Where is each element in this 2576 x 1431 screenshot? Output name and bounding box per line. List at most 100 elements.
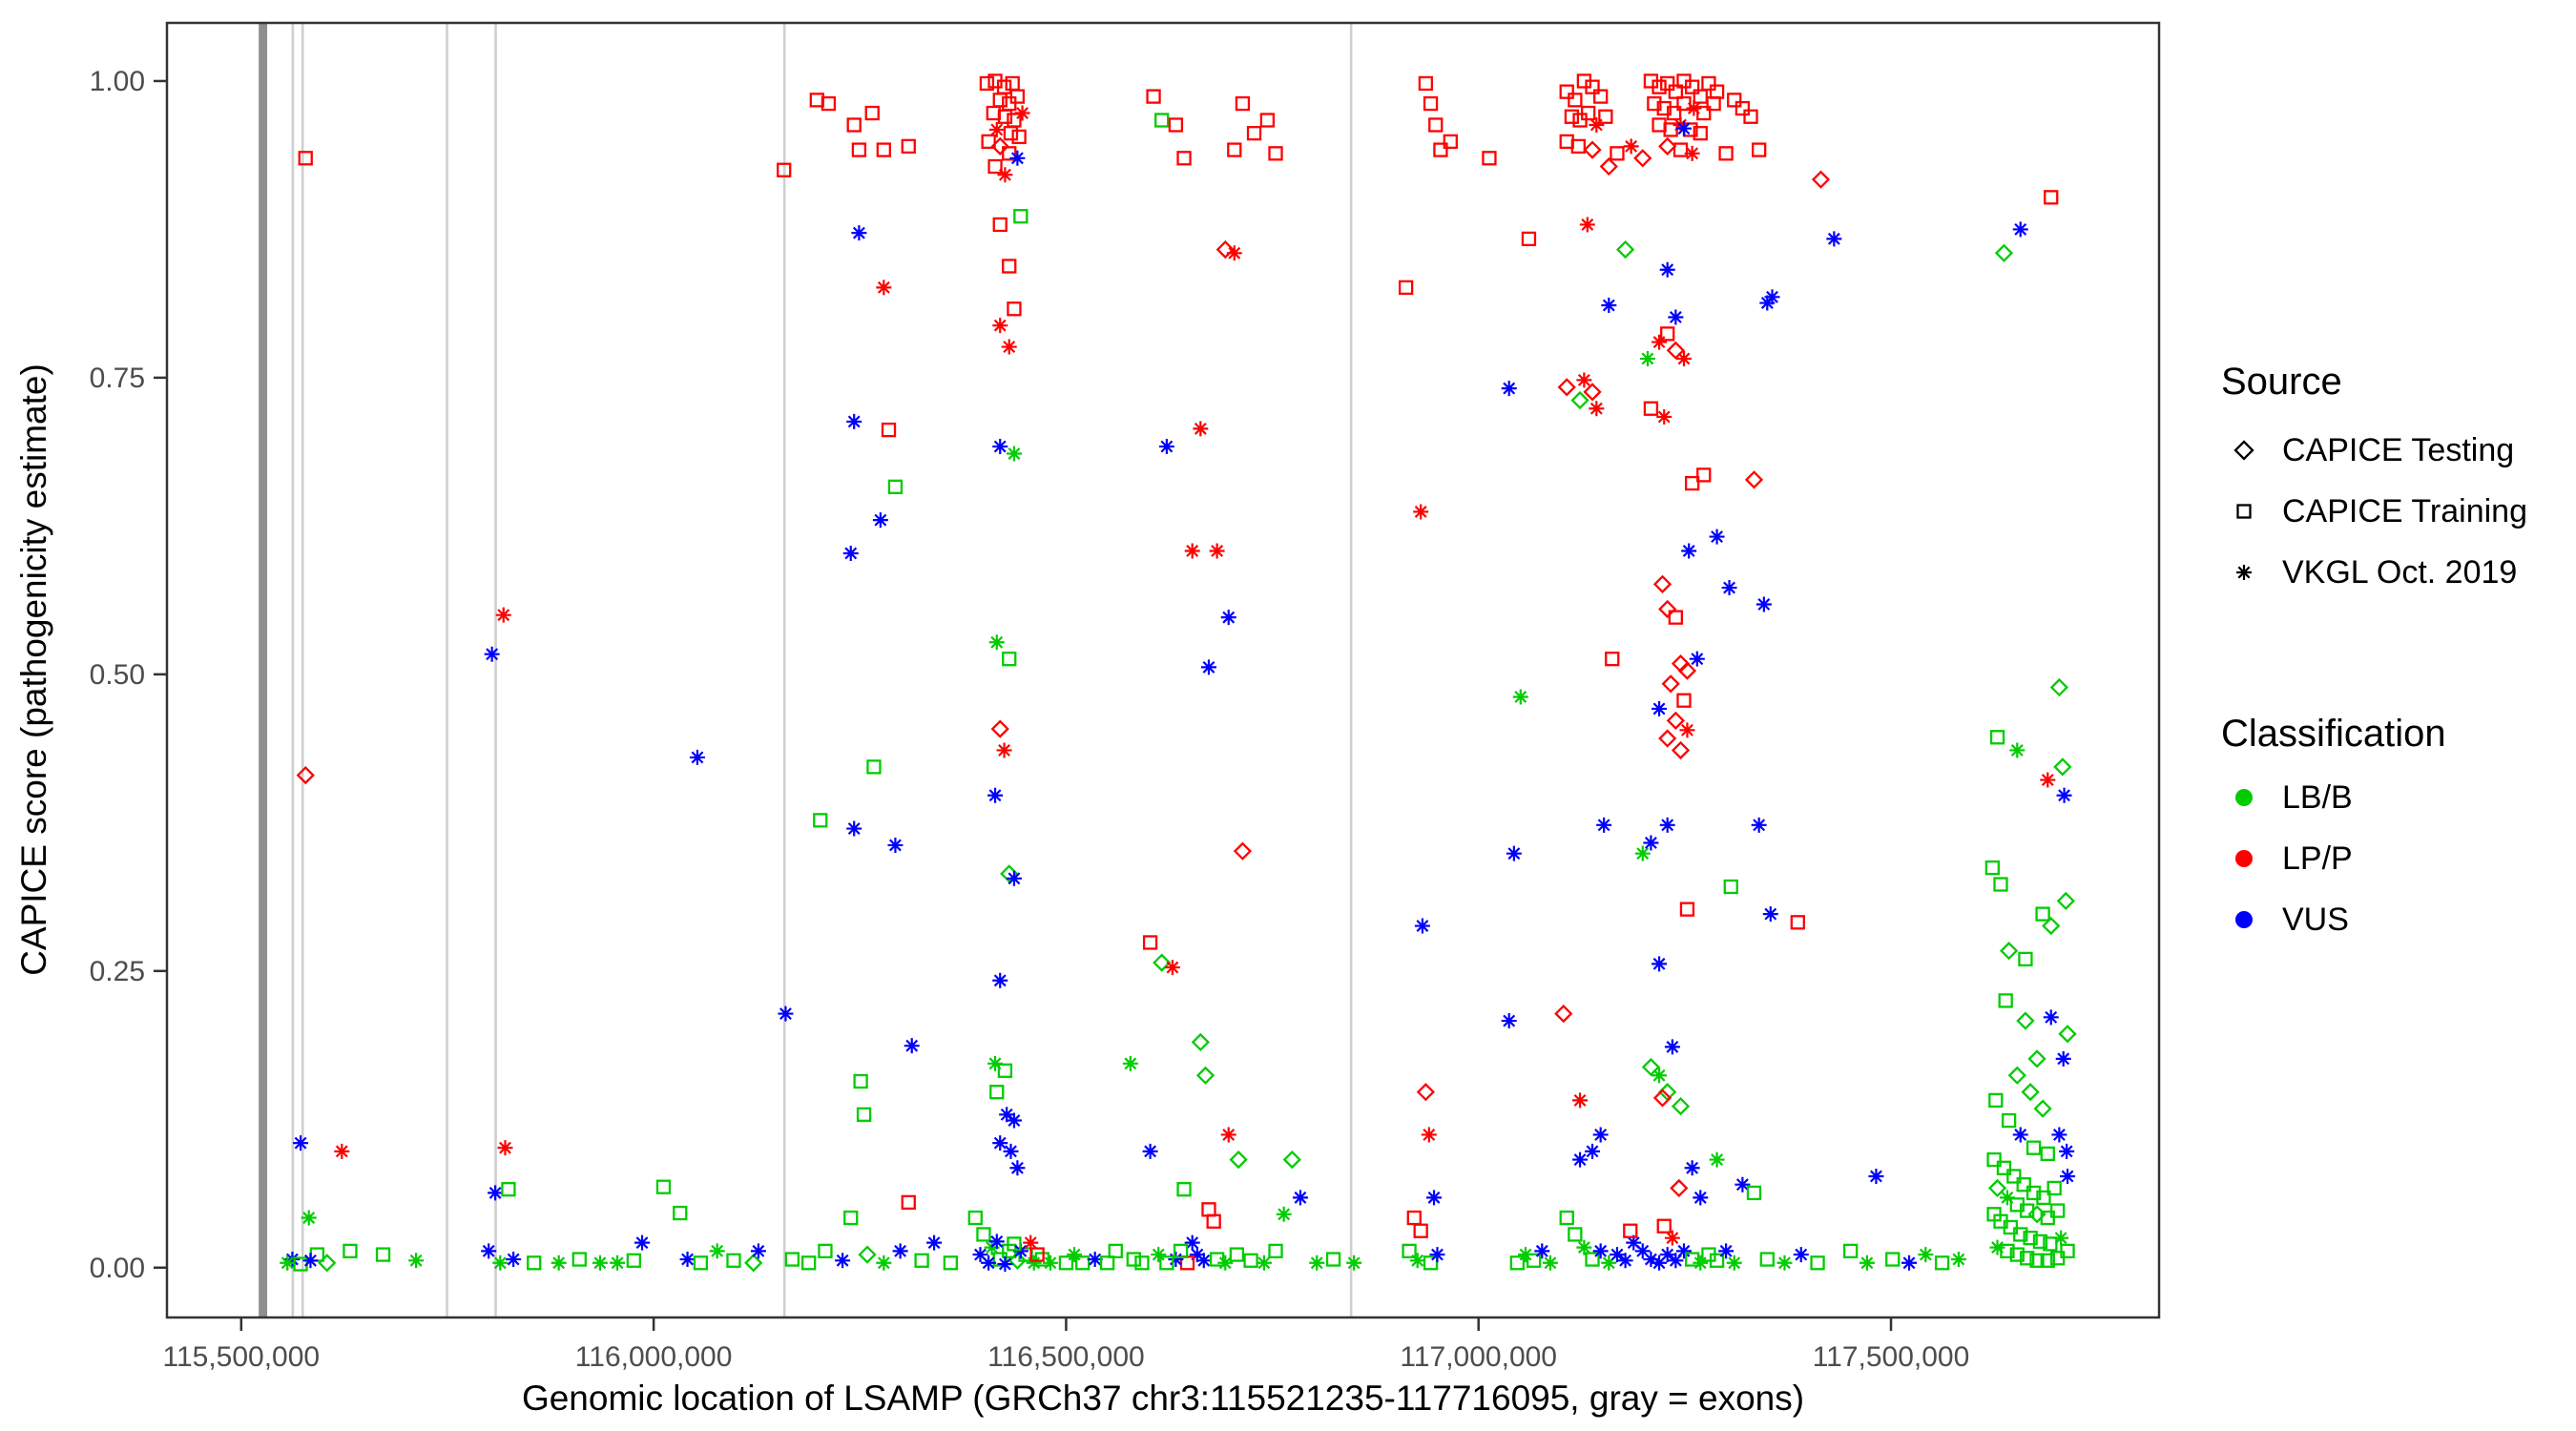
data-point-asterisk — [1009, 1160, 1026, 1176]
data-point-square — [1423, 1255, 1439, 1271]
data-point-asterisk — [1276, 1206, 1292, 1222]
data-point-square — [1885, 1252, 1901, 1267]
data-point-square — [1007, 301, 1022, 317]
data-point-asterisk — [1142, 1143, 1158, 1159]
data-point-asterisk — [301, 1210, 317, 1226]
data-point-asterisk — [1217, 1255, 1234, 1271]
lpp-color-dot — [2235, 850, 2253, 867]
data-point-asterisk — [887, 837, 904, 853]
vus-color-dot — [2235, 911, 2253, 928]
data-point-asterisk — [1675, 350, 1692, 366]
data-point-square — [1011, 129, 1027, 145]
data-point-square — [876, 142, 891, 157]
data-point-square — [1684, 1252, 1700, 1267]
data-point-square — [655, 1179, 672, 1194]
data-point-square — [1108, 1243, 1123, 1258]
data-point-asterisk — [1656, 408, 1672, 425]
data-point-diamond — [1416, 1083, 1435, 1102]
classification-item-label: VUS — [2282, 902, 2349, 938]
data-point-square — [1723, 879, 1738, 895]
data-point-square — [343, 1243, 358, 1258]
data-point-square — [1246, 126, 1262, 141]
data-point-square — [1998, 993, 2013, 1008]
data-point-asterisk — [1709, 529, 1725, 545]
x-tick-label-0: 115,500,000 — [163, 1341, 321, 1373]
data-point-asterisk — [1643, 835, 1659, 851]
points-layer — [280, 73, 2077, 1273]
asterisk-icon — [2236, 565, 2252, 580]
data-point-asterisk — [1668, 309, 1684, 325]
data-point-asterisk — [992, 318, 1008, 334]
data-point-square — [887, 479, 904, 494]
data-point-square — [1684, 475, 1700, 491]
data-point-asterisk — [1151, 1247, 1167, 1263]
data-point-asterisk — [1664, 1230, 1680, 1246]
data-point-asterisk — [2012, 221, 2028, 238]
data-point-square — [997, 109, 1013, 124]
data-point-asterisk — [1623, 138, 1639, 155]
square-icon — [2236, 504, 2252, 519]
data-point-asterisk — [1592, 1127, 1609, 1143]
data-point-square — [1989, 730, 2005, 745]
data-point-asterisk — [592, 1255, 608, 1271]
data-point-asterisk — [1643, 1252, 1659, 1268]
data-point-square — [1790, 915, 1805, 930]
data-point-square — [1623, 1223, 1638, 1238]
data-point-diamond — [858, 1245, 877, 1264]
data-point-square — [1652, 79, 1667, 94]
data-point-diamond — [2056, 891, 2075, 911]
data-point-asterisk — [1755, 596, 1772, 612]
data-point-square — [1984, 860, 2001, 876]
data-point-square — [784, 1252, 800, 1267]
classification-item-label: LP/P — [2282, 840, 2353, 877]
data-point-asterisk — [851, 225, 867, 241]
data-point-square — [1154, 113, 1170, 128]
classification-item-label: LB/B — [2282, 779, 2353, 816]
data-point-square — [2035, 906, 2050, 922]
data-point-square — [375, 1247, 391, 1262]
data-point-asterisk — [1572, 1092, 1589, 1109]
data-point-diamond — [1195, 1066, 1215, 1085]
data-point-square — [1647, 95, 1662, 112]
data-point-asterisk — [1003, 1143, 1019, 1159]
data-point-square — [1693, 126, 1708, 141]
data-point-square — [1676, 693, 1692, 708]
data-point-asterisk — [1999, 1190, 2015, 1206]
data-point-square — [1696, 105, 1712, 121]
exon-layer — [259, 23, 1353, 1317]
data-point-square — [967, 1210, 983, 1226]
data-point-square — [777, 162, 792, 177]
data-point-square — [1002, 652, 1017, 667]
data-point-square — [1002, 146, 1017, 161]
data-point-diamond — [1229, 1150, 1248, 1170]
lbb-color-dot — [2235, 789, 2253, 806]
data-point-square — [853, 1073, 868, 1089]
data-point-asterisk — [1501, 1013, 1517, 1029]
data-point-square — [914, 1253, 929, 1268]
y-tick-label-4: 1.00 — [90, 66, 145, 97]
data-point-asterisk — [1675, 120, 1692, 136]
data-point-diamond — [1652, 1089, 1672, 1108]
data-point-asterisk — [1576, 1239, 1592, 1255]
data-point-asterisk — [497, 1140, 513, 1156]
data-point-square — [992, 1252, 1008, 1267]
data-point-square — [1428, 117, 1444, 133]
data-point-asterisk — [835, 1253, 851, 1269]
data-point-asterisk — [2060, 1168, 2076, 1184]
data-point-square — [2016, 1177, 2031, 1192]
data-point-square — [1229, 1247, 1245, 1262]
data-point-square — [2006, 1169, 2022, 1184]
data-point-diamond — [1633, 149, 1652, 168]
data-point-asterisk — [488, 1185, 504, 1201]
data-point-diamond — [1615, 239, 1635, 259]
data-point-asterisk — [842, 545, 859, 561]
data-point-asterisk — [1735, 1176, 1751, 1192]
data-point-square — [1706, 95, 1721, 112]
data-point-asterisk — [988, 121, 1005, 137]
data-point-asterisk — [1751, 817, 1767, 833]
data-point-asterisk — [293, 1135, 309, 1151]
data-point-asterisk — [846, 820, 862, 837]
data-point-square — [1003, 126, 1019, 141]
data-point-square — [1570, 138, 1586, 155]
source-item-label: CAPICE Testing — [2282, 432, 2514, 468]
